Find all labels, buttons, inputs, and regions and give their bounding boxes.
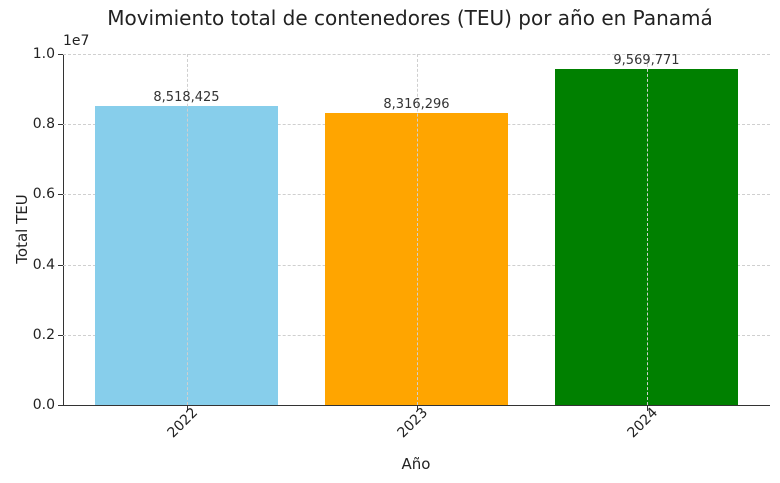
y-tick-label: 0.8 [32, 116, 55, 133]
y-tick-mark [58, 264, 63, 266]
y-tick-label: 0.0 [32, 397, 55, 413]
bar-value-label: 9,569,771 [613, 53, 680, 69]
y-axis-label: Total TEU [13, 194, 31, 264]
plot-area: 8,518,425 8,316,296 9,569,771 [58, 53, 770, 411]
y-tick-label: 0.6 [32, 186, 55, 203]
x-tick-label: 2022 [164, 404, 201, 442]
x-tick-mark [186, 406, 188, 411]
x-tick-label: 2024 [624, 404, 661, 442]
y-tick-label: 0.4 [32, 256, 55, 273]
y-tick-label: 1.0 [32, 46, 55, 62]
y-tick-mark [58, 124, 63, 126]
y-tick-mark [58, 194, 63, 196]
bar-value-label: 8,518,425 [153, 90, 220, 105]
grid-line-vertical [646, 54, 648, 405]
x-axis-line [63, 405, 770, 406]
y-axis-line [63, 54, 64, 405]
x-axis-label: Año [401, 455, 431, 473]
y-tick-mark [58, 54, 63, 55]
x-tick-mark [646, 406, 648, 411]
x-tick-mark [416, 406, 418, 411]
y-offset-label: 1e7 [63, 33, 90, 49]
grid-line-vertical [416, 54, 418, 405]
chart-title: Movimiento total de contenedores (TEU) p… [107, 6, 713, 30]
y-tick-mark [58, 334, 63, 336]
y-tick-mark [58, 405, 63, 406]
bar-value-label: 8,316,296 [383, 97, 450, 113]
y-tick-label: 0.2 [32, 326, 55, 343]
grid-line-vertical [186, 54, 188, 405]
x-tick-label: 2023 [394, 404, 431, 442]
